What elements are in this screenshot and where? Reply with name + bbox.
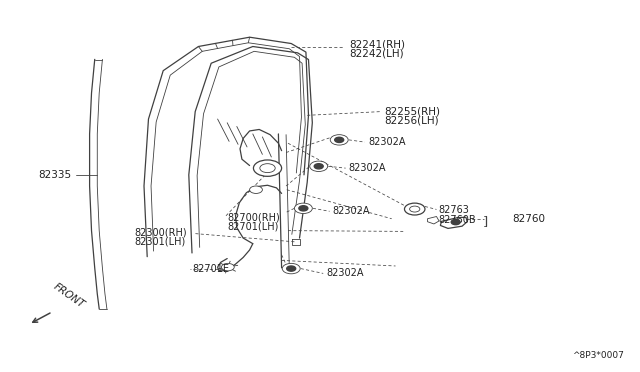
Circle shape <box>330 135 348 145</box>
Text: 82301(LH): 82301(LH) <box>134 236 186 246</box>
Text: 82701E: 82701E <box>192 264 229 273</box>
Text: FRONT: FRONT <box>51 281 86 310</box>
Polygon shape <box>440 217 467 228</box>
Circle shape <box>282 263 300 274</box>
Circle shape <box>294 203 312 214</box>
Polygon shape <box>428 217 439 224</box>
Text: 82302A: 82302A <box>326 269 364 278</box>
Text: 82760: 82760 <box>512 215 545 224</box>
Circle shape <box>299 206 308 211</box>
Text: 82302A: 82302A <box>333 206 371 216</box>
Circle shape <box>451 219 460 225</box>
Circle shape <box>310 161 328 171</box>
Text: 82256(LH): 82256(LH) <box>384 116 438 126</box>
Circle shape <box>314 164 323 169</box>
Text: 82300(RH): 82300(RH) <box>134 228 187 237</box>
Text: 82760B: 82760B <box>438 215 476 225</box>
Text: 82255(RH): 82255(RH) <box>384 107 440 116</box>
Text: 82302A: 82302A <box>349 163 387 173</box>
Circle shape <box>260 164 275 173</box>
Text: 82700(RH): 82700(RH) <box>227 213 280 222</box>
Text: 82241(RH): 82241(RH) <box>349 40 405 49</box>
Text: 82335: 82335 <box>38 170 72 180</box>
Circle shape <box>335 137 344 142</box>
Circle shape <box>404 203 425 215</box>
Circle shape <box>250 186 262 193</box>
Text: ^8P3*0007: ^8P3*0007 <box>572 351 624 360</box>
Circle shape <box>287 266 296 271</box>
Circle shape <box>410 206 420 212</box>
Text: 82242(LH): 82242(LH) <box>349 49 403 59</box>
Text: 82701(LH): 82701(LH) <box>227 221 278 231</box>
Text: 82302A: 82302A <box>368 137 406 147</box>
Circle shape <box>253 160 282 176</box>
Text: 82763: 82763 <box>438 205 469 215</box>
Circle shape <box>221 263 234 271</box>
